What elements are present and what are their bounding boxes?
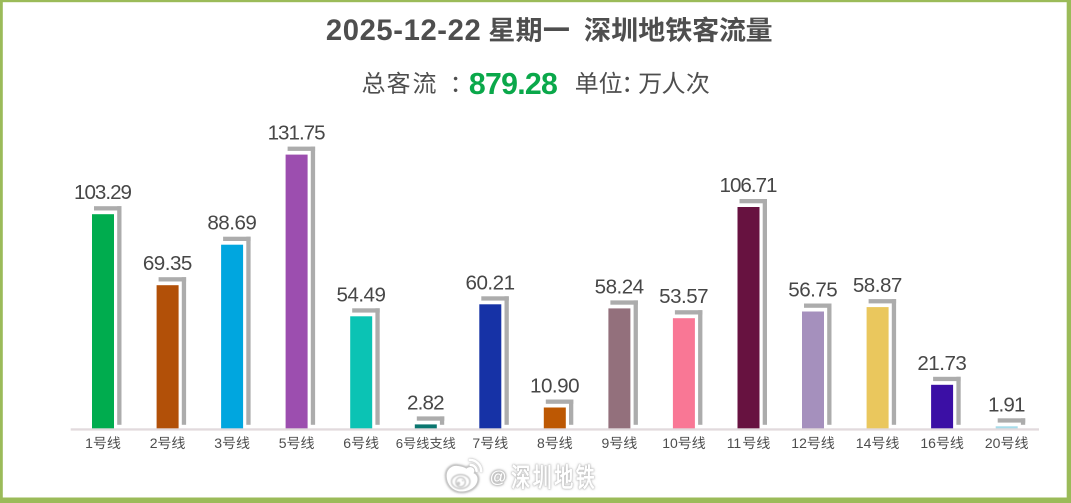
svg-text:8: 8	[537, 435, 545, 451]
svg-text:2025-12-22: 2025-12-22	[326, 15, 481, 47]
svg-text:3: 3	[214, 435, 222, 451]
svg-text:6: 6	[396, 436, 403, 451]
svg-text:1.91: 1.91	[988, 393, 1025, 416]
svg-text:@: @	[490, 468, 507, 487]
svg-text:88.69: 88.69	[207, 212, 257, 235]
svg-text:58.87: 58.87	[853, 274, 903, 297]
svg-text:2: 2	[150, 435, 158, 451]
svg-text:10: 10	[662, 435, 678, 451]
svg-text:7: 7	[472, 435, 480, 451]
svg-text:5: 5	[279, 435, 287, 451]
svg-text:56.75: 56.75	[788, 279, 838, 302]
svg-text:@: @	[490, 468, 507, 487]
svg-text:21.73: 21.73	[917, 352, 967, 375]
svg-text:54.49: 54.49	[336, 283, 386, 306]
svg-text:1: 1	[85, 435, 93, 451]
svg-text:131.75: 131.75	[268, 122, 326, 145]
svg-text:2.82: 2.82	[407, 391, 445, 414]
svg-text:20: 20	[985, 435, 1001, 451]
svg-text:12: 12	[791, 435, 807, 451]
svg-text:58.24: 58.24	[595, 275, 645, 298]
svg-text:103.29: 103.29	[74, 181, 132, 204]
svg-text:@: @	[490, 468, 507, 487]
svg-text:53.57: 53.57	[659, 285, 709, 308]
svg-text:9: 9	[602, 435, 610, 451]
svg-text:6: 6	[343, 435, 351, 451]
svg-text:10.90: 10.90	[530, 375, 580, 398]
svg-text:16: 16	[920, 435, 936, 451]
svg-text:60.21: 60.21	[466, 271, 516, 294]
svg-text:879.28: 879.28	[469, 68, 558, 101]
svg-text:69.35: 69.35	[143, 252, 193, 275]
svg-text:11: 11	[727, 435, 742, 451]
svg-text:106.71: 106.71	[720, 174, 778, 197]
svg-text:14: 14	[856, 435, 872, 451]
